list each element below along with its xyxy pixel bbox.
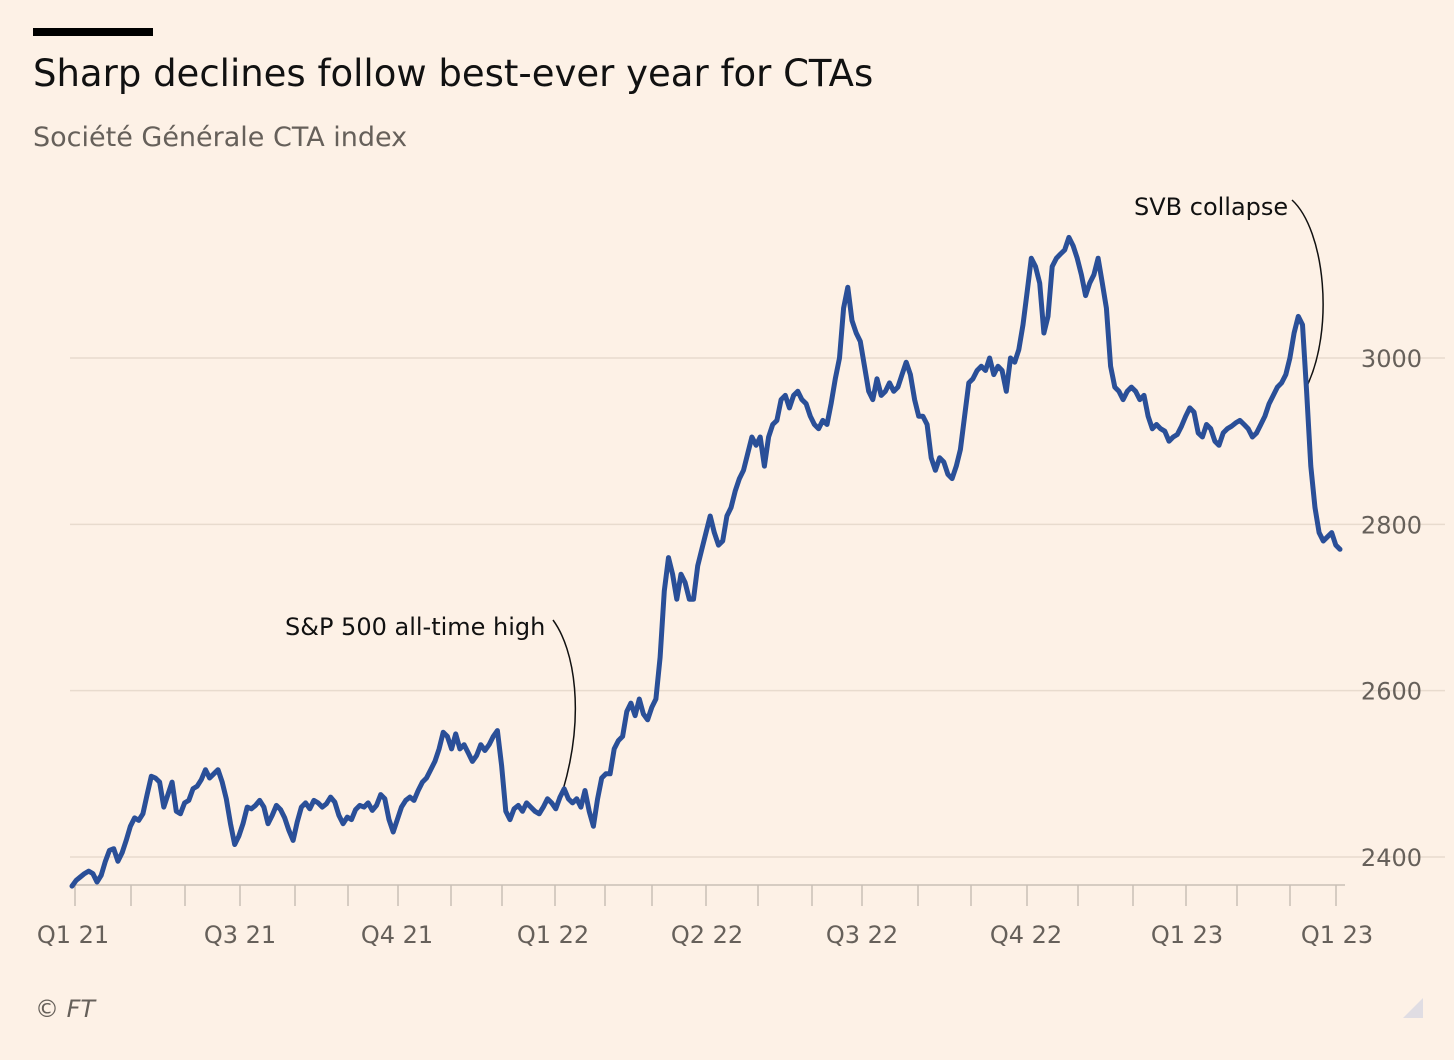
resize-handle-icon[interactable] — [1403, 998, 1423, 1018]
annotation-leader-svb — [1291, 199, 1324, 389]
chart-title: Sharp declines follow best-ever year for… — [33, 52, 874, 95]
header-rule — [33, 28, 153, 36]
x-tick-label-0: Q1 21 — [37, 921, 109, 949]
x-axis: Q1 21 Q3 21 Q4 21 Q1 22 Q2 22 Q3 22 Q4 22 Q1 23… — [37, 884, 1373, 949]
x-tick-label-5: Q3 22 — [826, 921, 898, 949]
x-tick-label-6: Q4 22 — [990, 921, 1062, 949]
annotation-svb-collapse: SVB collapse — [1134, 193, 1288, 221]
grid-lines — [70, 357, 1445, 858]
annotation-sp500-high: S&P 500 all-time high — [285, 613, 545, 641]
x-tick-label-2: Q4 21 — [361, 921, 433, 949]
y-axis: 2400 2600 2800 3000 — [1361, 345, 1422, 872]
source-credit: © FT — [35, 995, 96, 1023]
x-tick-label-1: Q3 21 — [204, 921, 276, 949]
y-tick-label-2800: 2800 — [1361, 511, 1422, 539]
y-tick-label-2600: 2600 — [1361, 678, 1422, 706]
y-tick-label-3000: 3000 — [1361, 345, 1422, 373]
annotation-leader-sp500 — [552, 619, 576, 791]
x-tick-label-3: Q1 22 — [517, 921, 589, 949]
x-tick-label-7: Q1 23 — [1151, 921, 1223, 949]
x-tick-label-4: Q2 22 — [671, 921, 743, 949]
y-tick-label-2400: 2400 — [1361, 844, 1422, 872]
series-line-cta-index — [69, 234, 1343, 889]
x-tick-label-8: Q1 23 — [1301, 921, 1373, 949]
annotations: S&P 500 all-time high SVB collapse — [285, 193, 1324, 791]
chart-subtitle: Société Générale CTA index — [33, 122, 408, 153]
